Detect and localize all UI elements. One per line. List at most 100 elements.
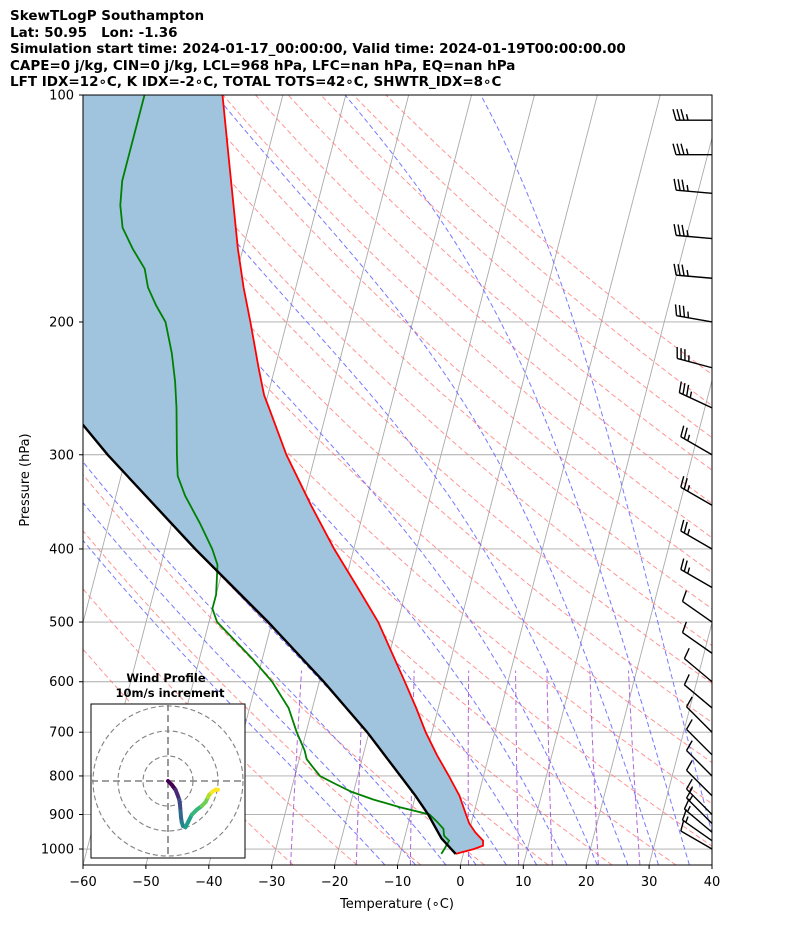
mixing-ratio-line [589,670,599,865]
barb-staff [676,189,713,194]
x-tick-label: −60 [69,875,96,890]
axis-ticks: −60 −50 −40 −30 −20 −10 0 10 20 30 40 100 200 300 400 5… [41,89,720,891]
barb-staff [686,797,713,824]
y-tick-label: 500 [49,616,74,631]
barb-staff [680,530,713,550]
barb-flag [677,224,681,236]
wind-barb [673,178,713,194]
wind-barb [672,109,712,121]
hodograph-plot [91,704,245,858]
wind-barb [683,674,713,709]
barb-half-flag [687,485,691,492]
barb-flag [683,647,690,659]
barb-flag [681,179,685,191]
dry-adiabat [92,95,712,685]
barb-flag [673,263,677,276]
x-tick-label: 10 [515,875,532,890]
cape-line: CAPE=0 j/kg, CIN=0 j/kg, LCL=968 hPa, LF… [10,57,516,74]
wind-barb [685,760,713,797]
moist-adiabat [480,95,712,836]
chart-title: SkewTLogP Southampton [10,8,205,24]
mixing-ratio-line [628,670,641,865]
wind-barb [673,224,713,240]
barb-flag [673,178,677,191]
hodograph-title: Wind Profile [126,671,206,685]
parcel-path-line [83,423,457,855]
barb-flag [680,143,685,155]
temperature-line [221,95,485,855]
x-axis-label: Temperature (∘C) [339,897,454,912]
barb-staff [680,830,713,850]
barb-half-flag [686,230,689,237]
barb-half-flag [685,148,689,155]
barb-flag [680,109,685,121]
isotherm-line [648,620,712,865]
barb-half-flag [689,391,693,398]
wind-barb [680,519,713,550]
moist-adiabat [215,95,659,865]
barb-flag [677,264,681,276]
y-tick-label: 200 [49,315,74,330]
y-tick-label: 100 [49,89,74,104]
barb-flag [672,109,677,121]
wind-barb [680,425,713,456]
barb-flag [683,478,688,490]
barb-flag [680,476,685,488]
moist-adiabat [83,461,447,865]
dry-adiabat [83,266,712,847]
barb-staff [676,315,713,323]
dry-adiabat [83,171,712,764]
moist-adiabat [116,95,629,865]
barb-flag [685,719,693,730]
y-tick-label: 700 [49,726,74,741]
barb-staff [679,392,713,409]
y-tick-label: 1000 [41,843,74,858]
y-tick-label: 900 [49,808,74,823]
barb-flag [681,224,685,237]
x-tick-label: −30 [258,875,285,890]
y-tick-label: 600 [49,675,74,690]
dry-adiabat [83,125,712,724]
barb-half-flag [687,528,691,536]
wind-barb [678,381,713,409]
barb-flag [681,809,688,821]
sounding-traces [83,95,485,855]
barb-flag [682,305,686,318]
barb-flag [681,264,685,276]
barb-half-flag [686,269,689,277]
barb-flag [678,305,682,317]
moist-adiabat [83,151,598,865]
barb-flag [677,179,681,191]
x-tick-label: −10 [384,875,411,890]
mixing-ratio-line [515,670,520,865]
barb-flag [682,383,686,395]
barb-staff [686,769,713,797]
isotherm-line [775,95,794,865]
dry-adiabat [385,95,712,376]
barb-staff [686,788,713,816]
y-axis-label: Pressure (hPa) [18,433,33,526]
wind-barb [680,558,713,589]
isotherm-line [334,95,535,865]
barb-half-flag [686,805,691,812]
barb-staff [683,684,713,709]
barb-flag [680,425,685,437]
wind-barb [672,143,712,156]
wind-barb [673,263,713,279]
wind-barb [685,740,713,777]
barb-flag [683,521,688,534]
indices-line: LFT IDX=12∘C, K IDX=-2∘C, TOTAL TOTS=42∘… [10,74,502,90]
dry-adiabat [320,95,712,439]
barb-staff [683,658,713,683]
wind-barbs [672,109,713,850]
barb-flag [672,143,677,155]
isotherm-line [711,863,712,865]
wind-barb [681,621,713,654]
barb-half-flag [688,795,694,802]
wind-barb [685,719,713,756]
y-tick-label: 400 [49,542,74,557]
barb-staff [680,568,713,589]
wind-barb [674,304,713,323]
barb-flag [680,558,685,570]
barb-flag [676,109,681,121]
